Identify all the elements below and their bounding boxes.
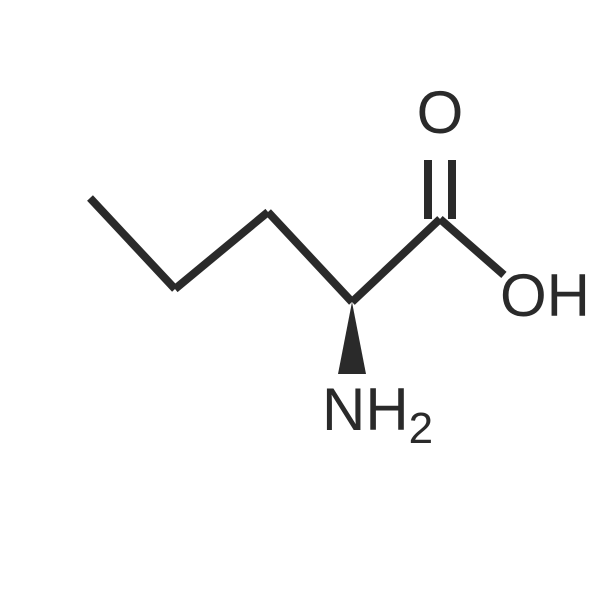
atom-label-O1: O: [417, 79, 464, 146]
molecule-diagram: OOHNH2: [0, 0, 600, 600]
atom-label-O2: OH: [500, 262, 590, 329]
